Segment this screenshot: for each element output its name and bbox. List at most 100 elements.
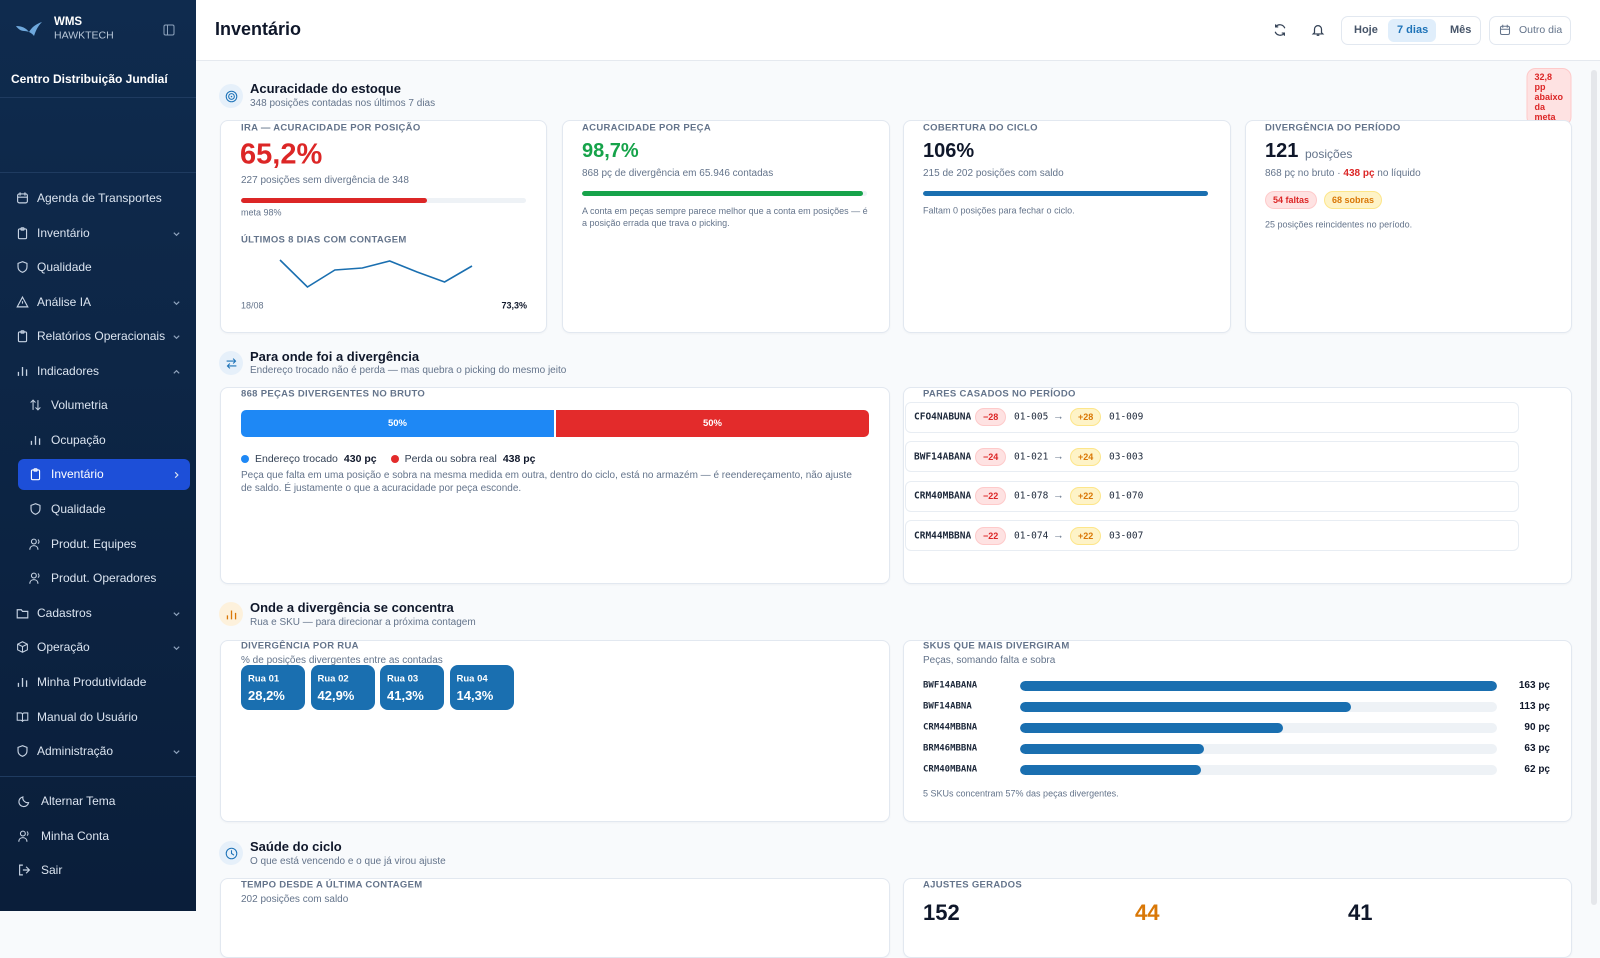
footer[interactable]: Alternar Tema [41,793,116,808]
label: 98,7% [582,140,639,162]
brand: WMS [54,16,83,29]
submenu[interactable]: Ocupação [51,432,106,447]
ic [16,330,29,343]
label: ACURACIDADE POR PEÇA [582,122,711,134]
label: 163 pç [1518,680,1550,691]
split-segment: 50% [556,410,869,437]
ic [16,192,29,205]
icon [226,357,236,369]
other-day-button[interactable] [1489,16,1571,45]
title: Inventário [215,19,302,40]
values: 41 [1348,899,1373,925]
coverage-card [903,120,1231,333]
submenu[interactable]: Produt. Equipes [51,536,137,551]
ic [29,538,42,551]
submenu[interactable]: Volumetria [51,397,108,412]
from: 01-005 [1014,411,1049,423]
subtitle: 348 posições contadas nos últimos 7 dias [250,98,436,109]
note: A conta em peças sempre parece melhor qu… [582,206,868,228]
title: Para onde foi a divergência [250,349,420,365]
name: Rua 03 [387,673,419,685]
ic [16,296,29,309]
section-icon [219,351,243,375]
pills: 68 sobras [1324,191,1383,209]
trend-line [279,259,473,289]
menu[interactable]: Análise IA [37,294,92,309]
active-range [1388,19,1436,42]
ranges: 7 dias [1397,24,1429,36]
footer[interactable]: Sair [41,862,63,877]
ic [18,830,31,843]
split-bar: 50% 50% [241,410,869,437]
active-item [18,459,190,490]
menu[interactable]: Relatórios Operacionais [37,328,166,343]
chev [172,471,181,480]
menu-more[interactable]: Cadastros [37,605,92,620]
detail: 227 posições sem divergência de 348 [241,175,409,186]
piece-card [562,120,890,333]
arrow: → [1053,449,1064,462]
menu[interactable]: Qualidade [37,259,92,274]
note: Faltam 0 posições para fechar o ciclo. [923,205,1075,216]
sku: CRM44MBBNA [914,529,972,541]
amount: 438 pç [502,453,536,465]
submenu[interactable]: Inventário [51,466,104,481]
arrow: → [1053,410,1064,423]
submenu[interactable]: Qualidade [51,501,106,516]
progress-bar [923,191,1208,196]
legend: Endereço trocado 430 pç Perda ou sobra re… [241,452,536,466]
menu[interactable]: Agenda de Transportes [37,190,162,205]
progress-bar [582,191,864,196]
values: 44 [1135,899,1160,925]
ranges: Hoje [1354,24,1378,36]
note: 25 posições reincidentes no período. [1265,219,1413,230]
detail: no líquido [1374,168,1421,179]
progress-track [241,198,526,203]
arrow: → [1053,528,1064,541]
menu-more[interactable]: Manual do Usuário [37,709,138,724]
detail: 868 pç de divergência em 65.946 contadas [582,168,774,179]
subtitle: % de posições divergentes entre as conta… [241,655,443,666]
menu[interactable]: Inventário [37,225,90,240]
submenu[interactable]: Produt. Operadores [51,570,157,585]
from: 01-078 [1014,490,1049,502]
end: 73,3% [501,300,527,311]
menu[interactable]: Indicadores [37,363,100,378]
icon [225,608,238,621]
amount: 430 pç [343,453,377,465]
notifications-button[interactable] [1311,23,1325,37]
street-tile [380,665,444,710]
ic [16,676,29,689]
ic [16,607,29,620]
menu-more[interactable]: Administração [37,743,114,758]
values: 152 [923,899,960,925]
refresh-button[interactable] [1273,23,1287,37]
to: 03-003 [1109,450,1144,462]
logo [16,22,42,36]
ranges: Mês [1450,24,1472,36]
detail: 215 de 202 posições com saldo [923,168,1064,179]
collapse-button[interactable] [163,24,175,36]
label: 63 pç [1524,743,1550,754]
label: ÚLTIMOS 8 DIAS COM CONTAGEM [241,234,407,246]
chev [172,299,181,308]
value: 28,2% [248,688,285,704]
badge: 32,8 pp abaixo da meta [1526,68,1571,126]
label: TEMPO DESDE A ÚLTIMA CONTAGEM [241,879,423,891]
ira-card [220,120,547,333]
out: −22 [975,526,1007,545]
sku-bar [1020,744,1205,754]
chev [172,610,181,619]
menu-more[interactable]: Operação [37,639,90,654]
sku-bar [1020,765,1202,775]
section-icon [219,841,243,865]
name: Perda ou sobra real [404,453,497,465]
value: 121 [1265,140,1299,162]
name: CRM40MBANA [923,764,978,775]
name: Rua 01 [248,673,280,685]
footer[interactable]: Minha Conta [41,828,110,843]
menu-more[interactable]: Minha Produtividade [37,674,147,689]
scrollbar [1591,70,1597,905]
detail: 868 pç no bruto · [1265,168,1344,179]
